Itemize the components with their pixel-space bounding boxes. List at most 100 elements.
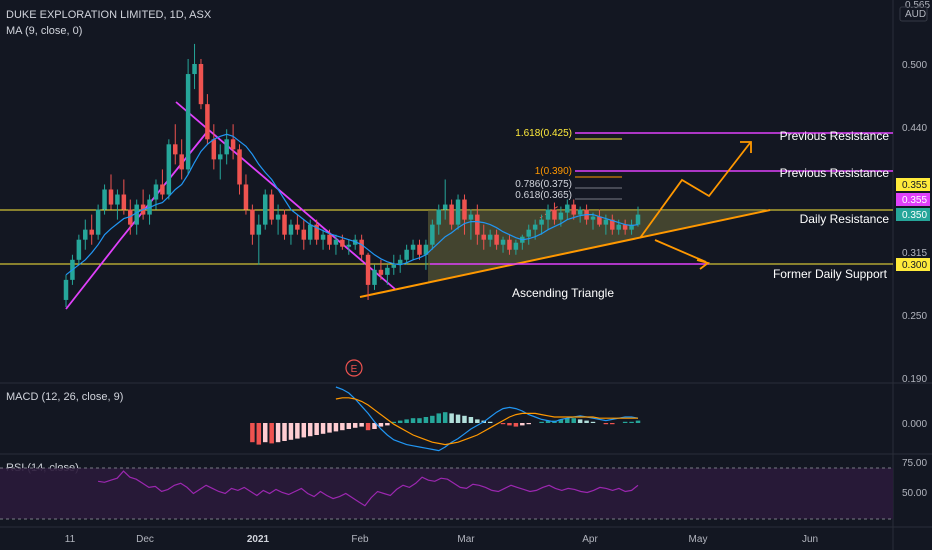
candle-down[interactable]	[462, 199, 467, 220]
candle-up[interactable]	[83, 229, 88, 240]
candle-up[interactable]	[102, 189, 107, 210]
candle-down[interactable]	[552, 209, 557, 220]
candle-up[interactable]	[590, 216, 596, 220]
candle-down[interactable]	[340, 239, 345, 247]
candle-up[interactable]	[558, 212, 564, 220]
candle-up[interactable]	[468, 214, 474, 220]
candle-up[interactable]	[333, 239, 339, 245]
candle-up[interactable]	[513, 242, 519, 250]
candle-down[interactable]	[359, 239, 364, 255]
macd-hist-bar	[487, 421, 493, 423]
candle-up[interactable]	[346, 244, 352, 247]
candle-up[interactable]	[616, 224, 621, 230]
candle-down[interactable]	[449, 204, 454, 225]
candle-down[interactable]	[475, 214, 480, 235]
candle-up[interactable]	[442, 204, 448, 210]
candle-down[interactable]	[378, 269, 384, 275]
candle-up[interactable]	[307, 224, 313, 240]
candle-up[interactable]	[423, 244, 429, 255]
candle-down[interactable]	[295, 224, 300, 230]
candle-up[interactable]	[166, 144, 172, 195]
candle-down[interactable]	[507, 239, 512, 250]
candle-down[interactable]	[269, 194, 274, 220]
uptrend-line[interactable]	[65, 131, 208, 310]
former-daily-support-label: Former Daily Support	[773, 267, 888, 281]
candle-up[interactable]	[224, 139, 229, 155]
candle-up[interactable]	[385, 267, 390, 275]
price-badge-yellow-355	[896, 178, 930, 191]
macd-hist-bar	[250, 423, 255, 443]
candle-up[interactable]	[500, 239, 506, 245]
bearish-projection-arrow[interactable]	[654, 239, 707, 263]
candle-up[interactable]	[455, 199, 461, 225]
candle-up[interactable]	[372, 269, 377, 285]
candle-down[interactable]	[179, 154, 184, 170]
candle-up[interactable]	[134, 204, 139, 225]
candle-up[interactable]	[526, 229, 531, 237]
candle-up[interactable]	[256, 224, 262, 235]
price-badge-yellow-300-text: 0.300	[902, 260, 927, 271]
candle-up[interactable]	[532, 224, 538, 230]
candle-up[interactable]	[185, 74, 191, 170]
candle-up[interactable]	[635, 214, 641, 225]
candle-down[interactable]	[481, 234, 487, 240]
candle-down[interactable]	[237, 149, 242, 185]
candle-up[interactable]	[115, 194, 120, 205]
candle-up[interactable]	[391, 264, 397, 268]
bullish-projection-arrow[interactable]	[639, 142, 751, 239]
candle-up[interactable]	[95, 209, 101, 235]
candle-down[interactable]	[89, 229, 94, 235]
candle-down[interactable]	[121, 194, 127, 210]
earnings-marker[interactable]	[345, 359, 363, 377]
candle-down[interactable]	[494, 234, 499, 245]
candle-up[interactable]	[539, 219, 544, 225]
candle-down[interactable]	[327, 234, 332, 245]
candle-down[interactable]	[160, 184, 165, 195]
candle-up[interactable]	[217, 154, 223, 160]
candle-up[interactable]	[577, 209, 583, 215]
candle-up[interactable]	[275, 214, 281, 220]
candle-down[interactable]	[243, 184, 249, 210]
candle-down[interactable]	[571, 204, 576, 215]
candle-down[interactable]	[282, 214, 287, 235]
candle-up[interactable]	[436, 209, 442, 225]
candle-up[interactable]	[76, 239, 82, 260]
candle-up[interactable]	[397, 259, 403, 265]
candle-up[interactable]	[565, 204, 570, 213]
candle-up[interactable]	[629, 224, 634, 230]
candle-down[interactable]	[198, 64, 204, 105]
candle-up[interactable]	[404, 249, 409, 260]
candle-down[interactable]	[610, 219, 615, 230]
candle-up[interactable]	[153, 184, 159, 200]
candle-down[interactable]	[314, 224, 319, 240]
candle-down[interactable]	[108, 189, 114, 205]
candle-up[interactable]	[262, 194, 268, 225]
macd-hist-bar	[275, 423, 281, 443]
candle-down[interactable]	[230, 139, 236, 150]
candle-down[interactable]	[173, 144, 178, 155]
candle-up[interactable]	[192, 64, 197, 75]
candle-down[interactable]	[622, 224, 628, 230]
candle-up[interactable]	[487, 234, 493, 240]
currency-box[interactable]	[899, 6, 928, 22]
candle-up[interactable]	[410, 244, 416, 250]
candle-up[interactable]	[430, 224, 435, 245]
candle-up[interactable]	[288, 224, 294, 235]
candle-down[interactable]	[211, 139, 217, 160]
candle-down[interactable]	[301, 229, 307, 240]
candle-up[interactable]	[545, 209, 551, 220]
candle-down[interactable]	[597, 216, 602, 225]
candle-up[interactable]	[603, 219, 609, 225]
macd-hist-bar	[610, 423, 615, 425]
ascending-trendline[interactable]	[359, 209, 771, 298]
downtrend-line[interactable]	[175, 101, 396, 290]
candle-up[interactable]	[320, 234, 326, 240]
candle-up[interactable]	[63, 279, 69, 300]
candle-down[interactable]	[250, 209, 255, 235]
candle-down[interactable]	[417, 244, 422, 255]
price-badge-current-text: 0.350	[902, 210, 927, 221]
candle-down[interactable]	[365, 254, 371, 285]
fib-label-1: 1(0.390)	[535, 166, 572, 177]
candle-down[interactable]	[205, 104, 210, 140]
